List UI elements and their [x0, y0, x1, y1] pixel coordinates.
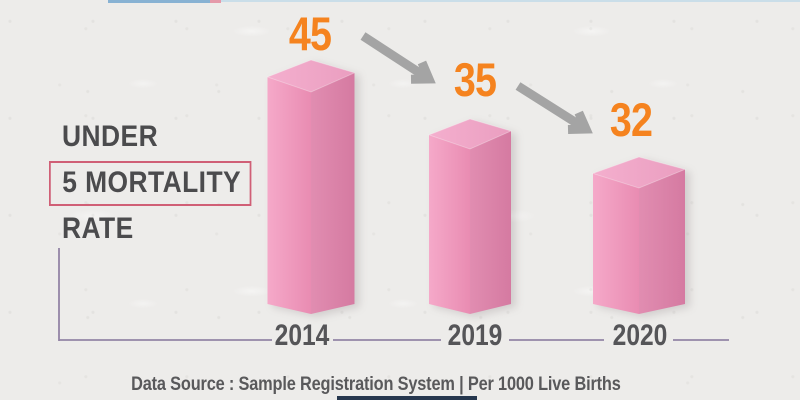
trend-down-arrow-1	[360, 32, 436, 84]
title-line-rate: RATE	[62, 212, 134, 245]
bar-2014	[266, 59, 356, 315]
trend-arrows	[360, 32, 593, 134]
year-label-2014: 2014	[274, 319, 330, 352]
bars-group	[266, 59, 687, 315]
trend-down-arrow-2	[515, 82, 593, 134]
bar-2020	[591, 156, 687, 314]
top-pale-blue-line	[221, 0, 800, 2]
top-blue-strip	[108, 0, 210, 3]
top-pink-strip	[210, 0, 221, 3]
axis-line	[58, 248, 729, 341]
year-label-2019: 2019	[447, 319, 503, 352]
value-label-2019: 35	[453, 53, 497, 106]
bar-2019	[427, 118, 513, 314]
data-source-text: Data Source : Sample Registration System…	[131, 374, 621, 395]
value-label-2014: 45	[288, 7, 332, 60]
chart-title: UNDER 5 MORTALITY RATE	[49, 122, 279, 244]
title-line-under: UNDER	[62, 120, 159, 153]
bottom-accent-strip	[337, 396, 477, 400]
value-label-2020: 32	[609, 93, 653, 146]
title-line-5-mortality-boxed: 5 MORTALITY	[49, 161, 252, 206]
year-label-2020: 2020	[612, 319, 668, 352]
